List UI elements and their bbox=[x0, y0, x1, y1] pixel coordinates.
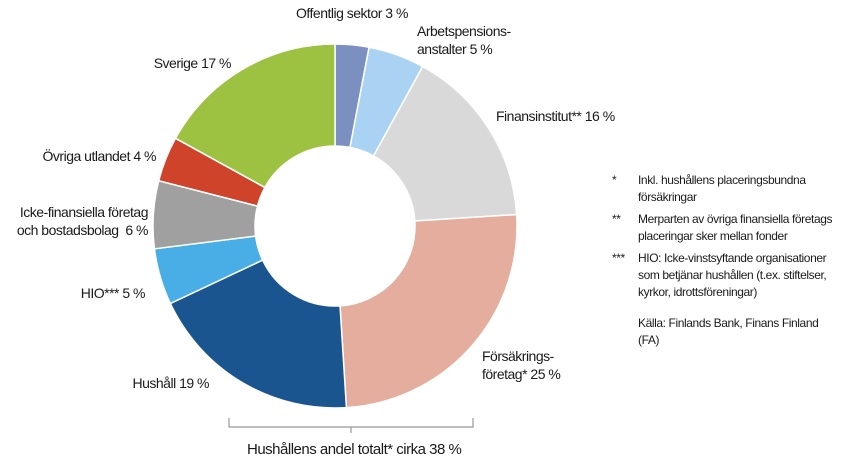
footnote: ** Merparten av övriga finansiella företa… bbox=[612, 212, 833, 243]
label-hio: HIO*** 5 % bbox=[80, 285, 146, 301]
source-note: Källa: Finlands Bank, Finans Finland (FA… bbox=[638, 316, 819, 347]
footnote: *** HIO: Icke-vinstsyftande organisatione… bbox=[612, 251, 827, 299]
label-forsakring: Försäkrings- företag* 25 % bbox=[482, 348, 561, 382]
label-ovriga-utlandet: Övriga utlandet 4 % bbox=[42, 148, 157, 164]
footnote: * Inkl. hushållens placeringsbundna försä… bbox=[612, 173, 806, 204]
label-icke-finansiella: Icke-finansiella företag och bostadsbola… bbox=[16, 204, 149, 238]
household-bracket bbox=[228, 418, 474, 433]
slice-8 bbox=[174, 43, 336, 189]
footnotes: * Inkl. hushållens placeringsbundna försä… bbox=[612, 172, 841, 349]
label-arbetspension: Arbetspensions- anstalter 5 % bbox=[417, 23, 511, 57]
label-hushall: Hushåll 19 % bbox=[132, 375, 210, 391]
slice-3 bbox=[339, 213, 518, 409]
bracket-label: Hushållens andel totalt* cirka 38 % bbox=[247, 441, 462, 458]
label-sverige: Sverige 17 % bbox=[153, 55, 232, 71]
slice-2 bbox=[372, 65, 518, 222]
label-offentlig: Offentlig sektor 3 % bbox=[296, 5, 408, 21]
label-finansinstitut: Finansinstitut** 16 % bbox=[496, 108, 615, 124]
slice-4 bbox=[169, 259, 348, 409]
